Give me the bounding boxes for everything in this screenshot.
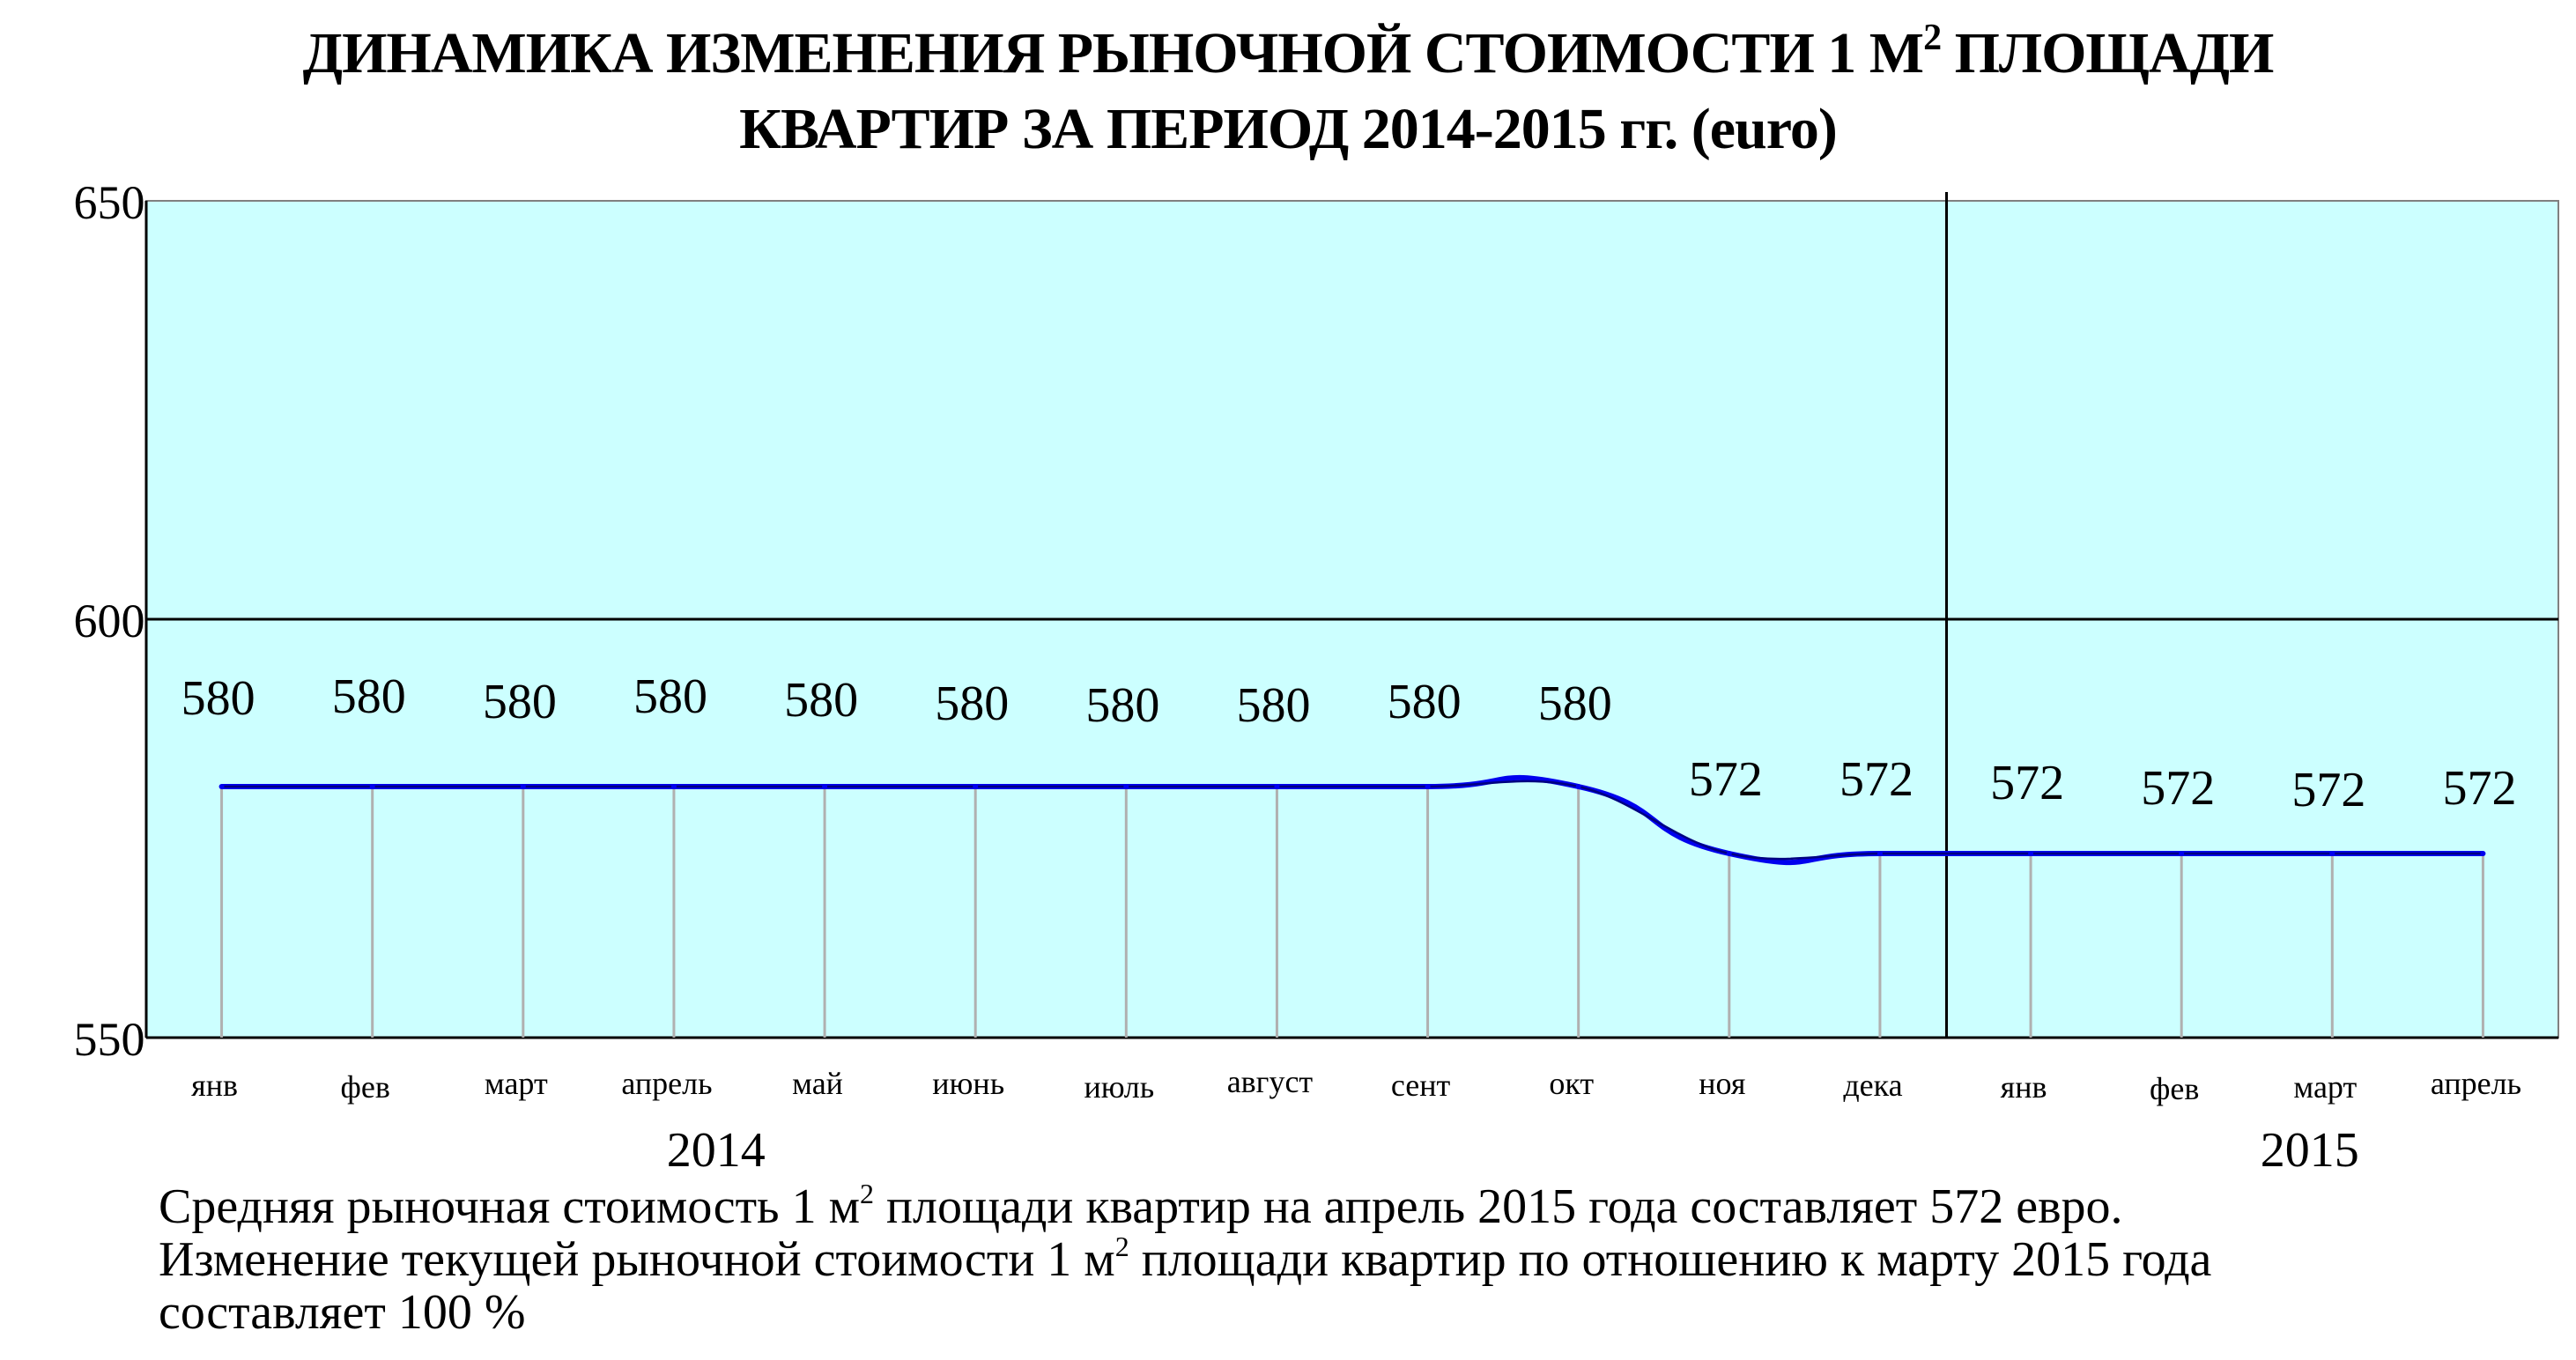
- x-tick-label: фев: [341, 1069, 390, 1105]
- footer-line-3: составляет 100 %: [159, 1285, 526, 1340]
- chart-title: ДИНАМИКА ИЗМЕНЕНИЯ РЫНОЧНОЙ СТОИМОСТИ 1 …: [0, 16, 2576, 167]
- x-tick-label: янв: [2001, 1069, 2047, 1105]
- x-tick-label: сент: [1391, 1068, 1451, 1103]
- x-tick-label: окт: [1549, 1066, 1594, 1101]
- footer-line-2-superscript: 2: [1114, 1231, 1129, 1262]
- year-label-2014: 2014: [667, 1123, 766, 1178]
- chart-title-line-1-text: ДИНАМИКА ИЗМЕНЕНИЯ РЫНОЧНОЙ СТОИМОСТИ 1 …: [302, 21, 1924, 85]
- data-point: [2480, 851, 2486, 856]
- data-point: [1876, 851, 1883, 856]
- footer-summary: Средняя рыночная стоимость 1 м2 площади …: [159, 1178, 2212, 1340]
- data-point: [1575, 784, 1581, 789]
- data-label: 580: [1085, 678, 1159, 733]
- data-point: [2179, 851, 2185, 856]
- footer-line-2: Изменение текущей рыночной стоимости 1 м…: [159, 1231, 2212, 1287]
- data-point: [369, 784, 375, 789]
- data-label: 580: [633, 669, 707, 724]
- data-label: 580: [784, 673, 858, 728]
- x-tick-label: март: [2293, 1069, 2357, 1105]
- data-label: 580: [181, 671, 255, 726]
- data-point: [973, 784, 979, 789]
- series-line-thin: [221, 780, 2483, 861]
- data-point: [670, 784, 677, 789]
- data-point: [1425, 784, 1431, 789]
- data-point: [1274, 784, 1280, 789]
- data-label: 572: [1689, 752, 1763, 807]
- data-label: 580: [332, 669, 406, 724]
- data-label: 572: [2442, 761, 2516, 816]
- chart-title-superscript: 2: [1923, 18, 1942, 58]
- footer-line-1-end: площади квартир на апрель 2015 года сост…: [874, 1179, 2123, 1234]
- footer-line-2-end: площади квартир по отношению к марту 201…: [1129, 1232, 2212, 1287]
- year-label-2015: 2015: [2261, 1123, 2359, 1178]
- line-chart: 550 600 650 580 580 580 580 580 580 580 580 580 580 5…: [74, 176, 2559, 1178]
- y-tick-label-650: 650: [74, 176, 145, 229]
- x-tick-label: май: [792, 1066, 843, 1101]
- footer-line-1-superscript: 2: [860, 1178, 875, 1209]
- x-tick-label: дека: [1843, 1068, 1902, 1103]
- y-tick-label-600: 600: [74, 595, 145, 647]
- data-label: 580: [1236, 678, 1310, 733]
- data-point: [2028, 851, 2034, 856]
- data-label: 580: [1388, 675, 1462, 729]
- footer-line-1-text: Средняя рыночная стоимость 1 м: [159, 1179, 861, 1234]
- data-point: [2329, 851, 2335, 856]
- x-tick-label: март: [485, 1066, 548, 1101]
- data-label: 572: [2141, 761, 2215, 816]
- data-point: [520, 784, 526, 789]
- data-label: 580: [1538, 676, 1612, 731]
- footer-line-1: Средняя рыночная стоимость 1 м2 площади …: [159, 1178, 2211, 1234]
- data-point: [1726, 851, 1732, 856]
- x-tick-label: апрель: [621, 1066, 712, 1101]
- data-label: 572: [1839, 752, 1913, 807]
- data-label: 572: [1990, 756, 2064, 810]
- x-tick-label: апрель: [2431, 1066, 2521, 1101]
- data-point: [1123, 784, 1129, 789]
- chart-title-line-1-end: ПЛОЩАДИ: [1941, 21, 2275, 85]
- x-tick-label: август: [1227, 1064, 1314, 1099]
- x-tick-label: янв: [191, 1068, 238, 1103]
- footer-line-2-text: Изменение текущей рыночной стоимости 1 м: [159, 1232, 1115, 1287]
- chart-title-line-2: КВАРТИР ЗА ПЕРИОД 2014-2015 гг. (euro): [739, 97, 1838, 161]
- data-label: 572: [2291, 763, 2365, 817]
- x-tick-label: фев: [2150, 1071, 2199, 1106]
- data-point: [218, 784, 225, 789]
- chart-title-line-1: ДИНАМИКА ИЗМЕНЕНИЯ РЫНОЧНОЙ СТОИМОСТИ 1 …: [0, 16, 2576, 92]
- data-point: [822, 784, 828, 789]
- y-tick-label-550: 550: [74, 1013, 145, 1066]
- data-label: 580: [483, 675, 557, 729]
- data-label: 580: [935, 676, 1009, 731]
- x-tick-label: июль: [1084, 1069, 1154, 1105]
- x-tick-label: ноя: [1699, 1066, 1745, 1101]
- x-tick-label: июнь: [932, 1066, 1004, 1101]
